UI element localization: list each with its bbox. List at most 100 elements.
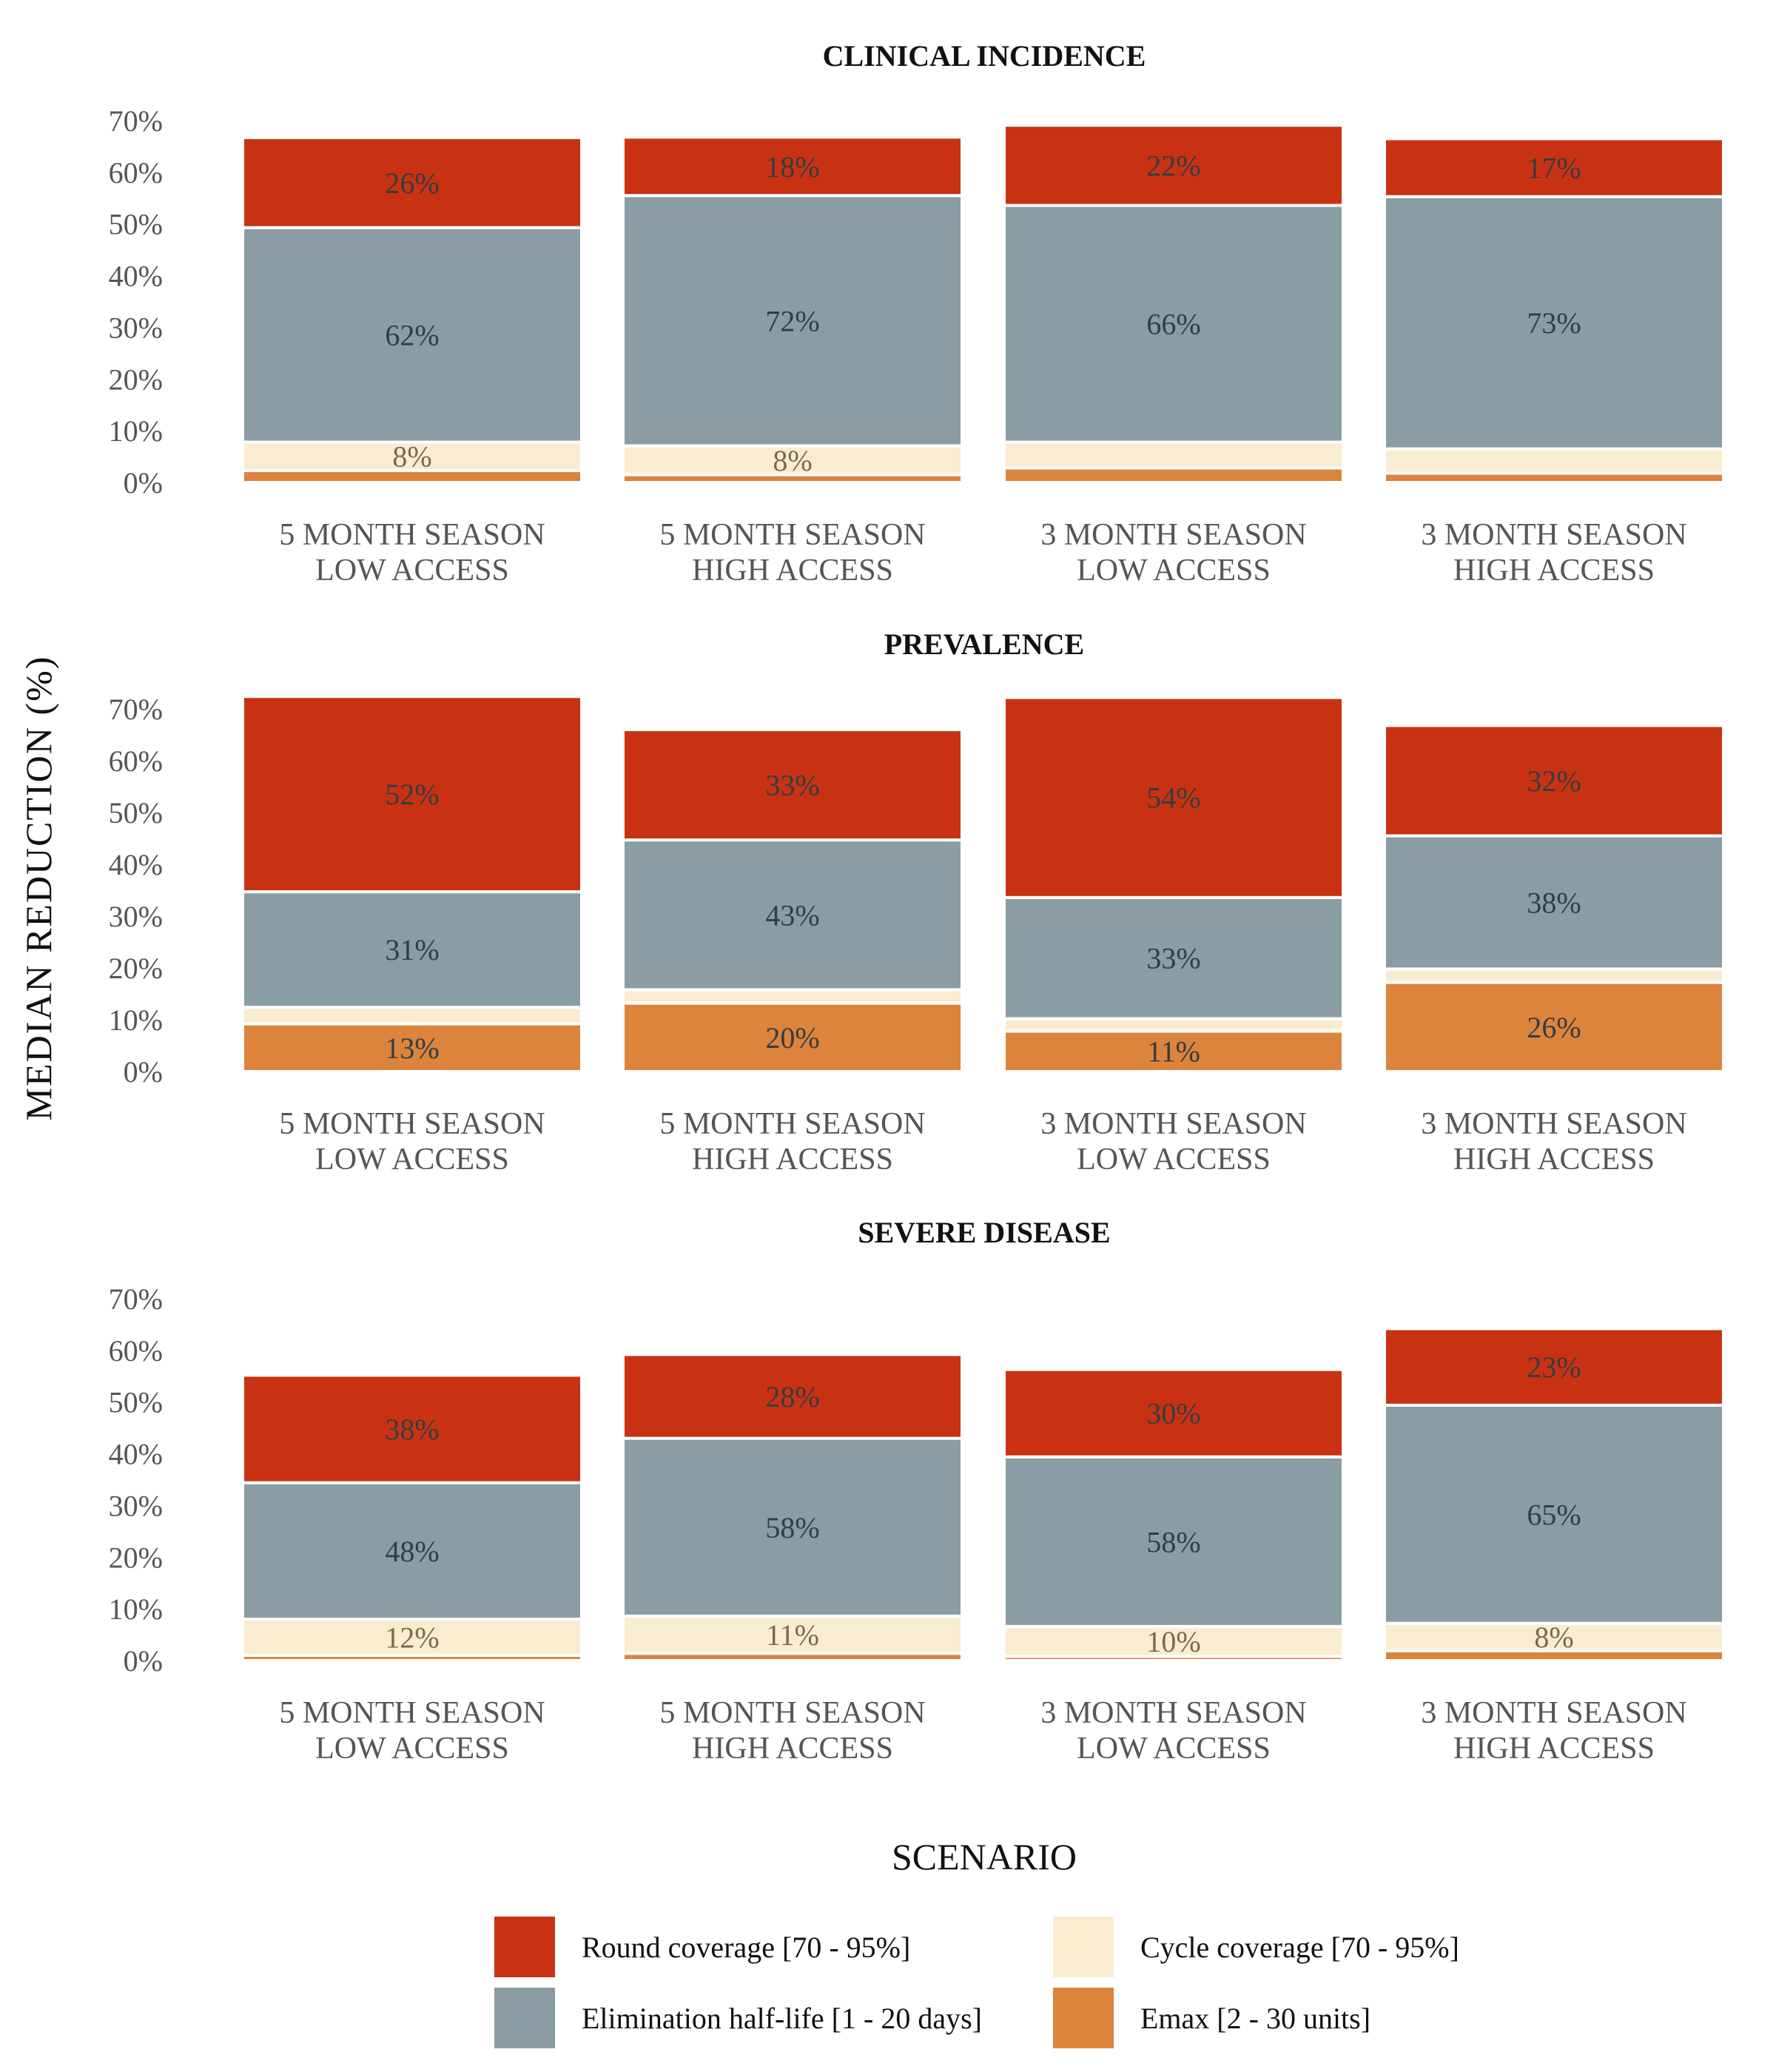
data-label-round-coverage: 32% — [1527, 764, 1581, 798]
legend-item-elimination-half-life: Elimination half-life [1 - 20 days] — [494, 1988, 982, 2048]
x-tick-label: HIGH ACCESS — [1453, 554, 1655, 588]
bar-segment-elimination-half-life — [1383, 195, 1725, 451]
legend-label-emax: Emax [2 - 30 units] — [1140, 2001, 1371, 2035]
data-label-round-coverage: 33% — [765, 769, 819, 802]
x-tick-label: 5 MONTH SEASON — [659, 1107, 925, 1141]
data-label-round-coverage: 22% — [1146, 149, 1200, 182]
bar-segment-round-coverage — [1383, 724, 1725, 838]
y-tick-label: 60% — [109, 1334, 163, 1368]
data-label-round-coverage: 28% — [765, 1380, 819, 1413]
y-tick-label: 60% — [109, 156, 163, 189]
y-tick-label: 70% — [109, 104, 163, 138]
bar-segment-elimination-half-life — [622, 838, 963, 992]
y-tick-label: 10% — [109, 414, 163, 448]
data-label-elimination-half-life: 43% — [765, 898, 819, 932]
data-label-emax: 13% — [385, 1032, 439, 1065]
x-tick-label: LOW ACCESS — [315, 1732, 509, 1766]
bar-segment-cycle-coverage — [1383, 447, 1725, 475]
y-tick-label: 70% — [109, 693, 163, 726]
legend-label-cycle-coverage: Cycle coverage [70 - 95%] — [1140, 1930, 1459, 1964]
bar-segment-elimination-half-life — [622, 194, 963, 448]
bar-segment-round-coverage — [1383, 1327, 1725, 1407]
legend-swatch-cycle-coverage — [1053, 1917, 1114, 1977]
data-label-cycle-coverage: 11% — [766, 1618, 819, 1652]
x-tick-label: LOW ACCESS — [1077, 554, 1271, 588]
panel-title: SEVERE DISEASE — [858, 1216, 1110, 1249]
data-label-round-coverage: 17% — [1527, 152, 1581, 185]
bar-segment-emax — [1003, 1029, 1345, 1074]
panel-prevalence: PREVALENCE 0% 10% 20% 30% 40% 50% 60% 70% 13% 31% 5… — [109, 628, 1725, 1177]
bar-segment-round-coverage — [622, 728, 963, 842]
data-label-round-coverage: 18% — [765, 150, 819, 184]
data-label-elimination-half-life: 33% — [1146, 942, 1200, 975]
y-tick-label: 50% — [109, 208, 163, 241]
data-label-round-coverage: 30% — [1146, 1397, 1200, 1430]
bar-segment-elimination-half-life — [1003, 895, 1345, 1020]
x-tick-label: 5 MONTH SEASON — [659, 1696, 925, 1730]
x-tick-label: HIGH ACCESS — [692, 554, 893, 588]
y-tick-label: 50% — [109, 1386, 163, 1419]
data-label-elimination-half-life: 65% — [1527, 1498, 1581, 1531]
y-tick-label: 0% — [124, 1644, 163, 1678]
legend-swatch-emax — [1053, 1988, 1114, 2048]
x-tick-label: 3 MONTH SEASON — [1421, 518, 1686, 552]
y-tick-label: 20% — [109, 363, 163, 396]
data-label-emax: 20% — [765, 1021, 819, 1054]
bar-segment-round-coverage — [1383, 137, 1725, 198]
panel-title: CLINICAL INCIDENCE — [823, 39, 1146, 73]
bar-segment-elimination-half-life — [1383, 1403, 1725, 1625]
data-label-cycle-coverage: 10% — [1146, 1625, 1200, 1658]
data-label-elimination-half-life: 38% — [1527, 886, 1581, 919]
bar-segment-emax — [1383, 980, 1725, 1073]
x-tick-label: HIGH ACCESS — [1453, 1732, 1655, 1766]
x-tick-label: HIGH ACCESS — [1453, 1143, 1655, 1177]
legend-swatch-elimination-half-life — [494, 1988, 555, 2048]
bar-segment-elimination-half-life — [241, 890, 583, 1009]
legend-swatch-round-coverage — [494, 1917, 555, 1977]
bar-segment-cycle-coverage — [622, 988, 963, 1005]
bar-segment-round-coverage — [241, 136, 583, 229]
y-tick-label: 10% — [109, 1003, 163, 1037]
y-tick-label: 20% — [109, 952, 163, 985]
y-tick-label: 40% — [109, 260, 163, 293]
legend: Round coverage [70 - 95%] Cycle coverage… — [494, 1917, 1530, 2065]
x-tick-label: 3 MONTH SEASON — [1421, 1107, 1686, 1141]
bar-segment-emax — [1003, 466, 1345, 485]
x-tick-label: 3 MONTH SEASON — [1040, 1696, 1306, 1730]
y-tick-label: 0% — [124, 1055, 163, 1089]
data-label-elimination-half-life: 66% — [1146, 308, 1200, 341]
data-label-elimination-half-life: 62% — [385, 319, 439, 352]
data-label-cycle-coverage: 8% — [773, 444, 812, 477]
y-tick-label: 50% — [109, 796, 163, 830]
bar-segment-cycle-coverage — [241, 1006, 583, 1026]
x-axis-label: SCENARIO — [891, 1836, 1077, 1877]
x-tick-label: 5 MONTH SEASON — [279, 1696, 545, 1730]
bar-segment-round-coverage — [241, 695, 583, 894]
data-label-elimination-half-life: 72% — [765, 304, 819, 337]
x-tick-label: HIGH ACCESS — [692, 1732, 893, 1766]
x-tick-label: 3 MONTH SEASON — [1421, 1696, 1686, 1730]
y-tick-label: 30% — [109, 900, 163, 933]
x-tick-label: LOW ACCESS — [1077, 1143, 1271, 1177]
bar-segment-elimination-half-life — [622, 1436, 963, 1618]
y-tick-label: 40% — [109, 848, 163, 881]
legend-label-round-coverage: Round coverage [70 - 95%] — [582, 1930, 911, 1964]
y-tick-label: 30% — [109, 311, 163, 344]
data-label-round-coverage: 26% — [385, 166, 439, 200]
x-tick-label: 5 MONTH SEASON — [279, 518, 545, 552]
y-tick-label: 40% — [109, 1438, 163, 1471]
legend-label-elimination-half-life: Elimination half-life [1 - 20 days] — [582, 2001, 982, 2035]
bar-segment-elimination-half-life — [1383, 834, 1725, 971]
legend-item-emax: Emax [2 - 30 units] — [1053, 1988, 1370, 2048]
bar-segment-elimination-half-life — [1003, 204, 1345, 444]
y-tick-label: 30% — [109, 1489, 163, 1522]
bar-segment-round-coverage — [241, 1373, 583, 1484]
data-label-elimination-half-life: 58% — [765, 1511, 819, 1544]
y-tick-label: 10% — [109, 1592, 163, 1626]
bar-segment-round-coverage — [622, 1353, 963, 1440]
data-label-elimination-half-life: 31% — [385, 933, 439, 966]
bar-segment-cycle-coverage — [1383, 967, 1725, 984]
data-label-round-coverage: 52% — [385, 778, 439, 811]
